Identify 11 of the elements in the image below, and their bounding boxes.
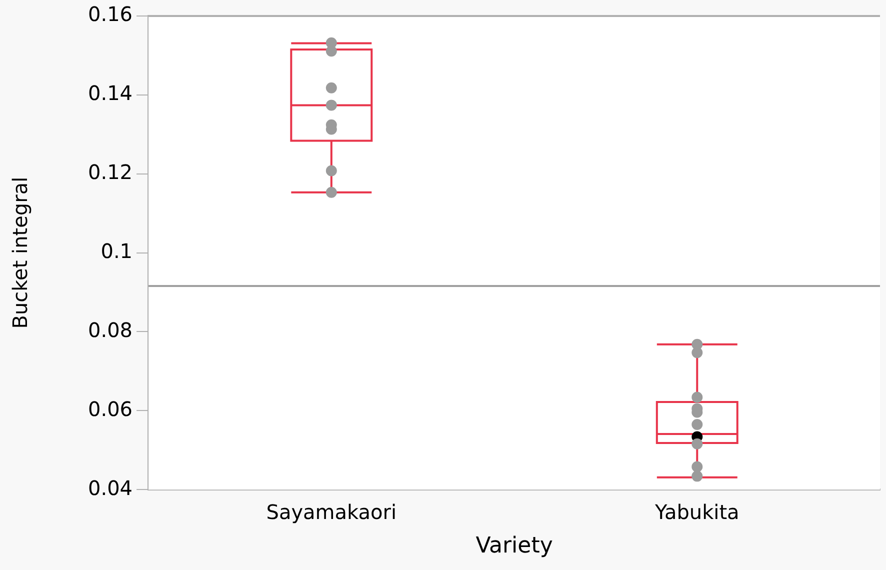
y-tick-label: 0.12 [88, 160, 133, 184]
x-axis-title: Variety [476, 534, 553, 559]
y-tick-label: 0.06 [88, 396, 133, 421]
y-axis-title: Bucket integral [8, 176, 32, 329]
y-tick-label: 0.1 [100, 239, 133, 264]
y-tick-label: 0.16 [88, 2, 133, 26]
y-tick-label: 0.04 [88, 476, 133, 500]
x-tick-label: Sayamakaori [266, 500, 397, 524]
y-tick-label: 0.14 [88, 81, 133, 106]
x-tick-label: Yabukita [654, 500, 740, 524]
y-tick-label: 0.08 [88, 318, 133, 342]
